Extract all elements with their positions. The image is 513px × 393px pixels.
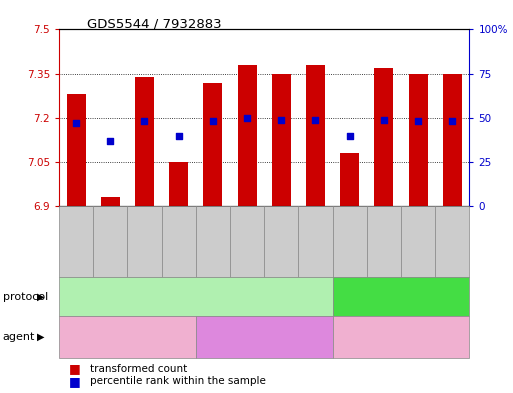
Text: ■: ■ [69,375,81,388]
Point [141,118,149,125]
Point [277,116,285,123]
Point [243,115,251,121]
Point [174,132,183,139]
Bar [67,94,86,206]
Text: GSM1084275: GSM1084275 [174,214,183,270]
Point [209,118,217,125]
Bar [204,83,222,206]
Bar [409,74,427,206]
Bar [374,68,393,206]
Text: control: control [382,332,420,342]
Text: GSM1084274: GSM1084274 [140,214,149,270]
Bar [169,162,188,206]
Text: unstimulated: unstimulated [364,292,438,302]
Text: stimulated: stimulated [166,292,226,302]
Point [448,118,457,125]
Text: GSM1084262: GSM1084262 [413,214,423,270]
Text: agent: agent [3,332,35,342]
Bar [306,65,325,206]
Bar [101,198,120,206]
Bar [135,77,154,206]
Text: ▶: ▶ [37,292,45,302]
Text: GDS5544 / 7932883: GDS5544 / 7932883 [87,18,222,31]
Text: GSM1084279: GSM1084279 [311,214,320,270]
Text: GSM1084273: GSM1084273 [106,214,115,270]
Bar [443,74,462,206]
Bar [272,74,291,206]
Point [346,132,354,139]
Text: protocol: protocol [3,292,48,302]
Text: transformed count: transformed count [90,364,187,374]
Point [106,138,114,144]
Text: GSM1084278: GSM1084278 [277,214,286,270]
Text: GSM1084261: GSM1084261 [380,214,388,270]
Bar [340,153,359,206]
Text: edelfosine: edelfosine [235,332,293,342]
Point [311,116,320,123]
Point [380,116,388,123]
Text: control: control [108,332,147,342]
Point [72,120,80,126]
Text: GSM1084260: GSM1084260 [345,214,354,270]
Text: ■: ■ [69,362,81,375]
Text: percentile rank within the sample: percentile rank within the sample [90,376,266,386]
Text: GSM1084263: GSM1084263 [448,214,457,270]
Text: GSM1084276: GSM1084276 [208,214,218,270]
Text: GSM1084277: GSM1084277 [243,214,251,270]
Text: ▶: ▶ [37,332,45,342]
Text: GSM1084272: GSM1084272 [72,214,81,270]
Bar [238,65,256,206]
Point [414,118,422,125]
